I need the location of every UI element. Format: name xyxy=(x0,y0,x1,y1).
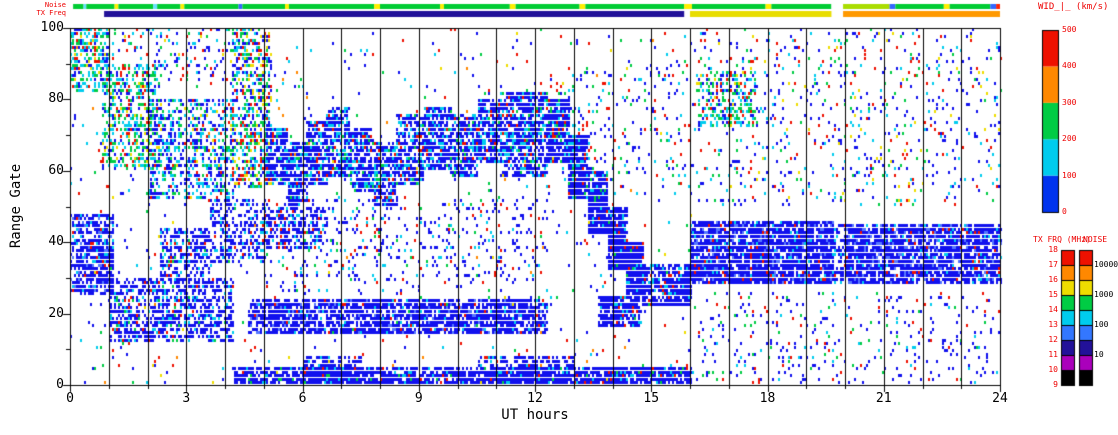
txfrq-tick-label: 15 xyxy=(1048,290,1058,299)
noise-tick-label: 100 xyxy=(1094,320,1109,329)
txfrq-tick-label: 12 xyxy=(1048,335,1058,344)
txfrq-tick-label: 9 xyxy=(1053,380,1058,389)
y-tick-label: 100 xyxy=(40,20,64,35)
wid-colorbar-title: WID_|_ (km/s) xyxy=(1038,2,1109,12)
noise-strip-label: Noise xyxy=(44,1,66,9)
txfreq-strip-label: TX Freq xyxy=(36,9,66,17)
txfrq-tick-label: 10 xyxy=(1048,365,1058,374)
noise-legend-title: NOISE xyxy=(1083,235,1108,244)
y-axis-label: Range Gate xyxy=(8,163,24,249)
wid-colorbar-tick-label: 200 xyxy=(1062,134,1077,144)
txfrq-legend-title: TX FRQ (MHz) xyxy=(1033,235,1091,244)
txfrq-tick-label: 11 xyxy=(1048,350,1058,359)
txfrq-tick-label: 13 xyxy=(1048,320,1058,329)
wid-colorbar-tick-label: 100 xyxy=(1062,170,1077,180)
y-tick-label: 80 xyxy=(48,91,64,107)
x-tick-label: 6 xyxy=(298,391,307,406)
txfrq-tick-label: 16 xyxy=(1048,275,1058,284)
wid-colorbar-tick-label: 300 xyxy=(1062,97,1077,107)
wid-colorbar-tick-label: 500 xyxy=(1062,25,1077,34)
y-tick-label: 20 xyxy=(48,305,64,321)
wid-colorbar-tick-label: 400 xyxy=(1062,61,1077,71)
x-tick-label: 18 xyxy=(759,391,776,406)
y-tick-label: 0 xyxy=(56,377,64,392)
x-tick-label: 21 xyxy=(875,391,892,406)
noise-tick-label: 10000 xyxy=(1094,260,1118,269)
txfrq-tick-label: 18 xyxy=(1048,245,1058,254)
x-tick-label: 9 xyxy=(414,391,423,406)
wid-colorbar-tick-label: 0 xyxy=(1062,207,1067,216)
x-tick-label: 12 xyxy=(527,391,543,406)
x-tick-label: 24 xyxy=(992,391,1008,406)
txfrq-tick-label: 17 xyxy=(1048,260,1058,269)
x-tick-label: 0 xyxy=(66,391,74,406)
noise-tick-label: 10 xyxy=(1094,350,1104,359)
txfrq-tick-label: 14 xyxy=(1048,305,1058,314)
noise-tick-label: 1000 xyxy=(1094,290,1114,299)
x-tick-label: 15 xyxy=(643,391,660,406)
y-tick-label: 60 xyxy=(48,162,64,178)
x-tick-label: 3 xyxy=(182,391,191,406)
x-axis-label: UT hours xyxy=(501,407,569,423)
y-tick-label: 40 xyxy=(48,234,64,250)
